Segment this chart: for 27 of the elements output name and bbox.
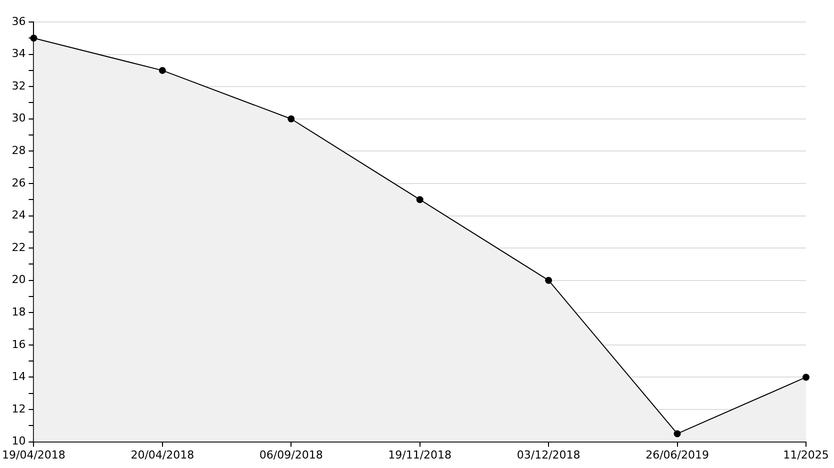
- y-tick-label: 22: [12, 240, 26, 254]
- y-tick-label: 32: [12, 79, 26, 92]
- y-tick-label: 26: [12, 176, 26, 190]
- y-tick-label: 10: [12, 434, 26, 448]
- y-tick-label: 36: [12, 14, 26, 28]
- point: [545, 276, 552, 284]
- point: [288, 115, 295, 122]
- y-tick-label: 20: [12, 273, 26, 286]
- x-tick-label: 26/06/2019: [646, 448, 709, 462]
- x-tick-label: 03/12/2018: [516, 448, 580, 462]
- y-tick-label: 30: [12, 112, 26, 125]
- y-tick-label: 28: [12, 144, 26, 158]
- point: [802, 374, 810, 381]
- point: [674, 430, 681, 438]
- y-tick-label: 16: [12, 338, 26, 351]
- x-tick-label: 06/09/2018: [259, 448, 323, 462]
- x-tick-label: 20/04/2018: [130, 448, 194, 462]
- point: [416, 196, 424, 204]
- x-tick-label: 19/11/2018: [388, 448, 452, 462]
- x-tick-label: 19/04/2018: [2, 448, 66, 462]
- y-tick-label: 18: [12, 305, 26, 318]
- point: [158, 66, 166, 74]
- y-tick-label: 12: [12, 402, 26, 416]
- x-tick-label: 11/2025: [783, 448, 829, 462]
- y-tick-label: 34: [12, 47, 26, 60]
- y-tick-label: 14: [12, 370, 26, 384]
- y-tick-label: 24: [12, 208, 26, 222]
